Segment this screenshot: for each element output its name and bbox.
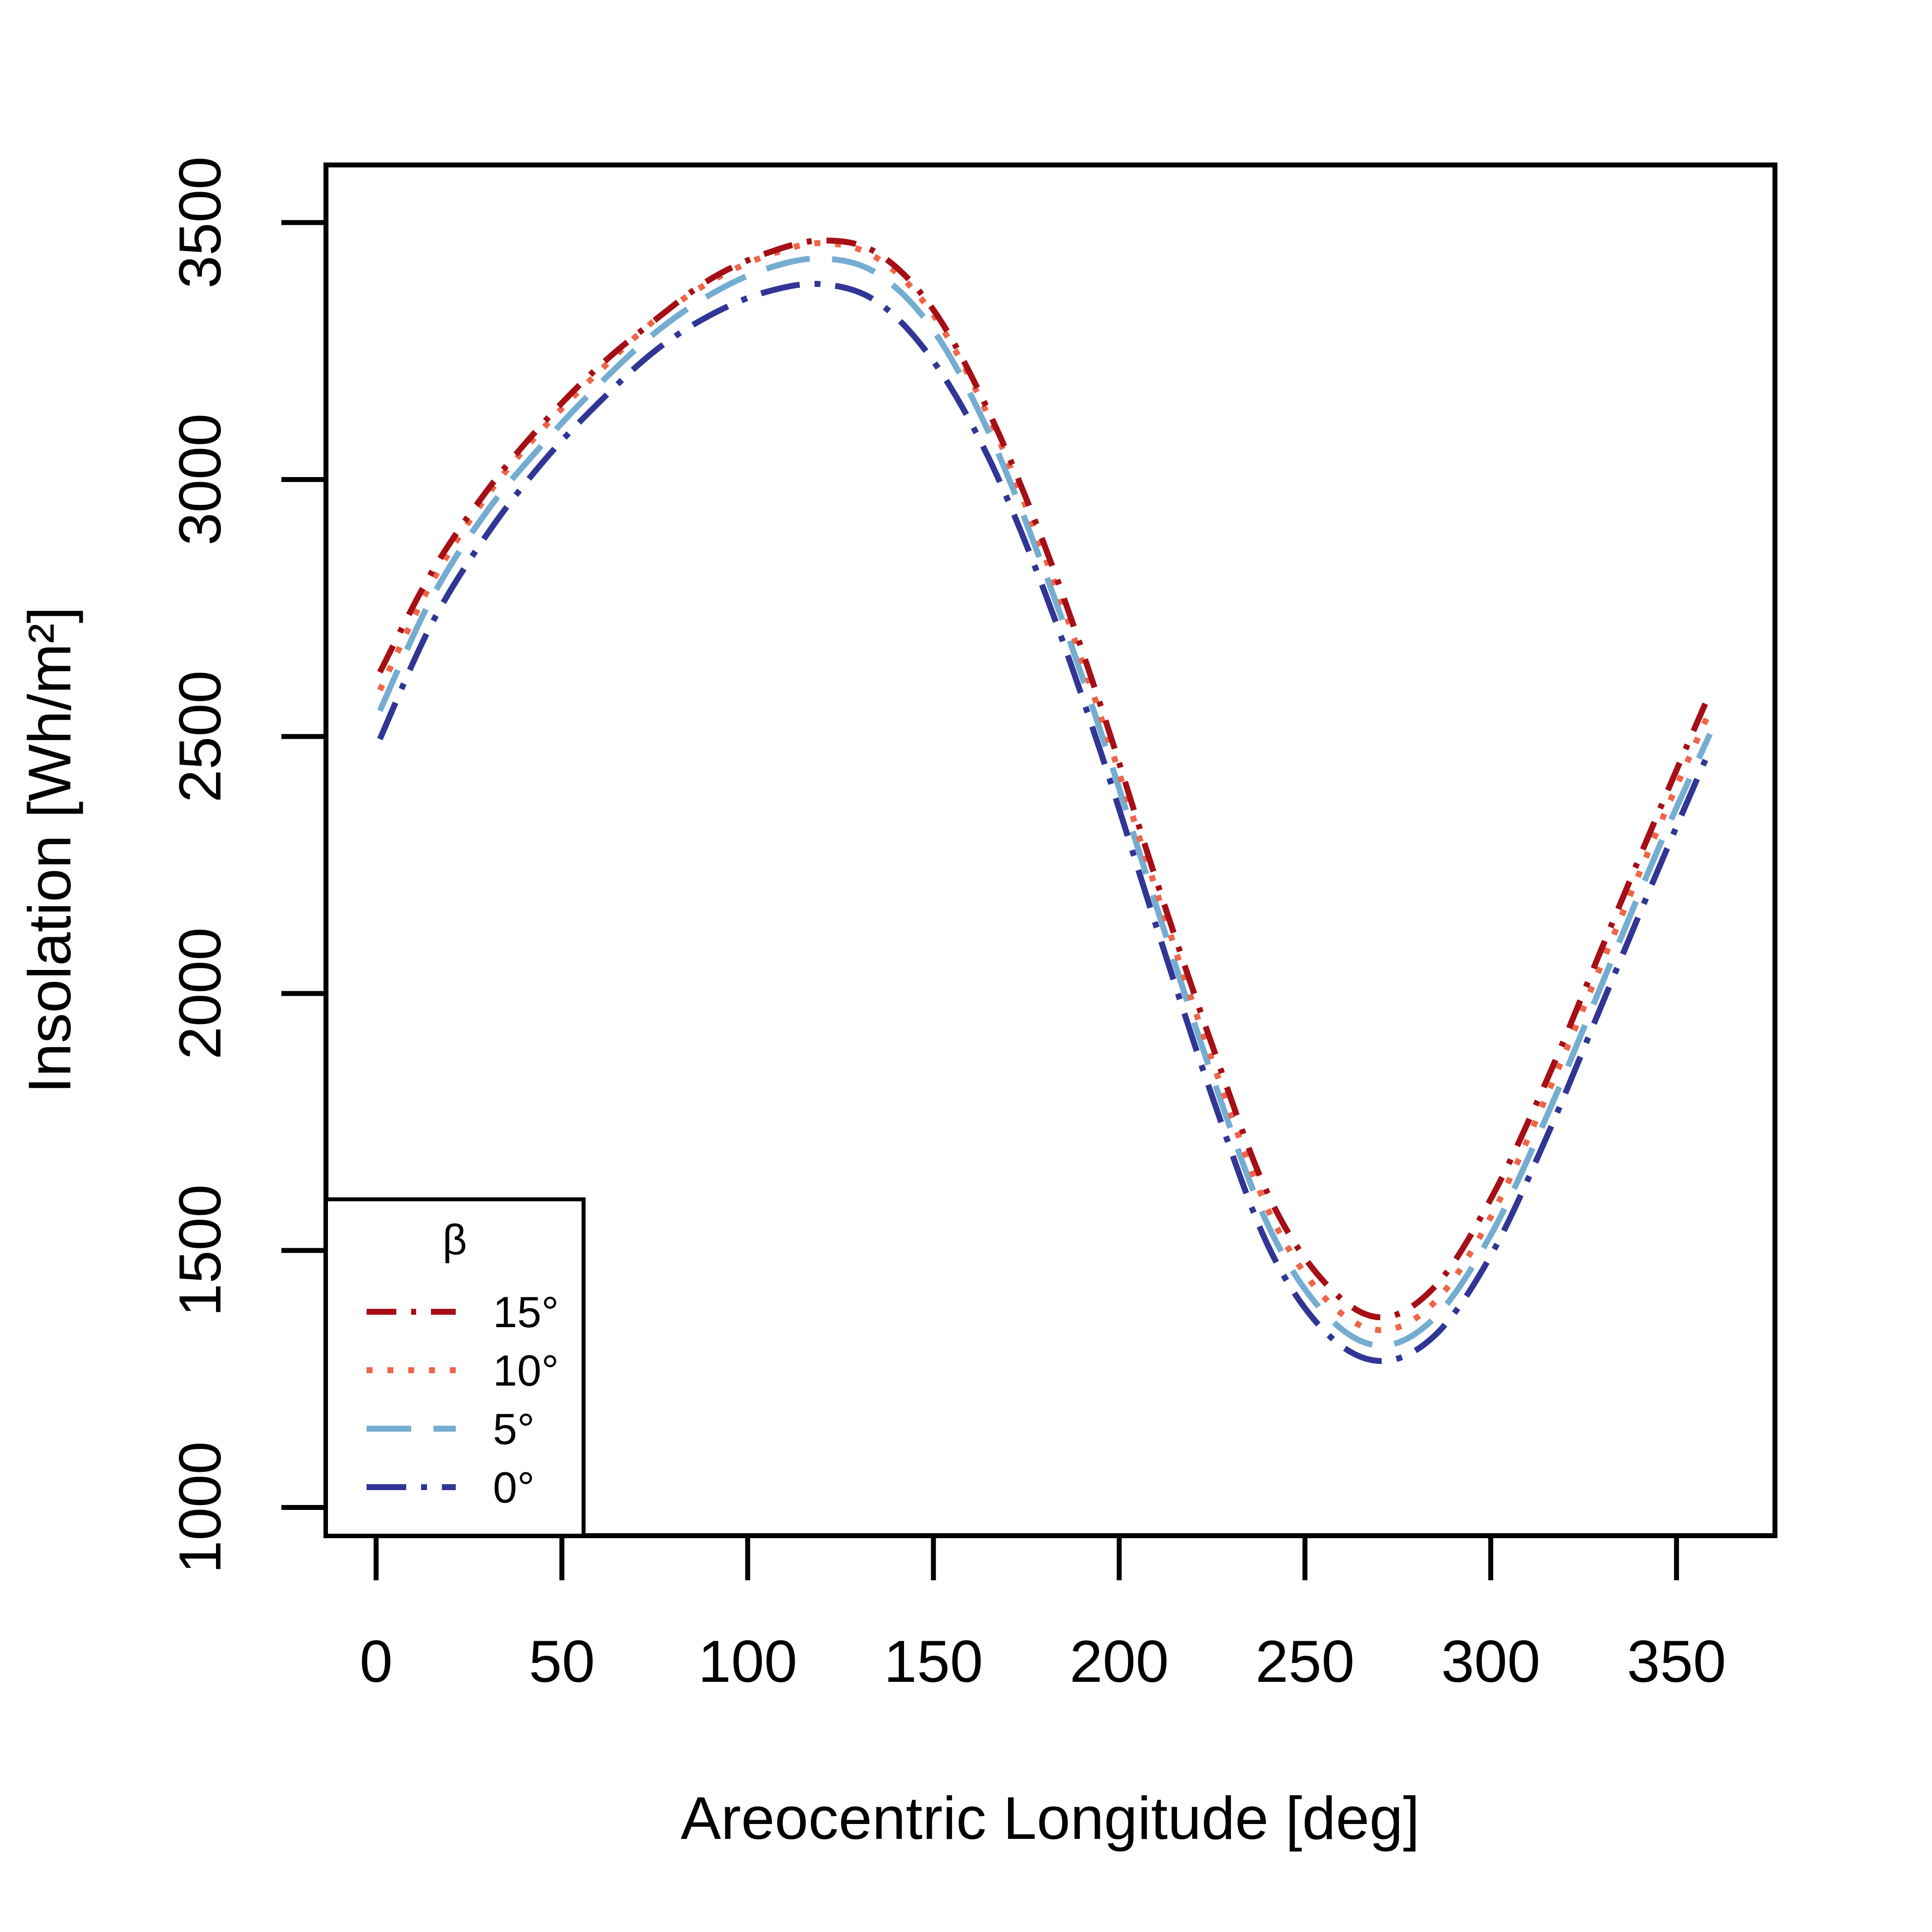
legend-label: 10° xyxy=(493,1346,559,1395)
y-tick-label: 1500 xyxy=(167,1184,233,1317)
y-tick-label: 3000 xyxy=(167,413,233,545)
series-line-10deg xyxy=(377,240,1713,1334)
x-axis-label: Areocentric Longitude [deg] xyxy=(681,1784,1420,1852)
y-tick-label: 3500 xyxy=(167,157,233,289)
series-line-5deg xyxy=(377,255,1713,1349)
legend-label: 0° xyxy=(493,1463,535,1512)
x-tick-label: 0 xyxy=(360,1628,393,1695)
y-tick-label: 1000 xyxy=(167,1441,233,1573)
y-axis: 1000 1500 2000 2500 3000 3500 xyxy=(167,157,328,1573)
x-tick-label: 300 xyxy=(1441,1628,1540,1695)
y-tick-label: 2500 xyxy=(167,670,233,803)
legend-label: 15° xyxy=(493,1288,559,1337)
legend-entries: 15° 10° 5° 0° xyxy=(367,1288,559,1512)
x-tick-label: 150 xyxy=(884,1628,983,1695)
y-tick-label: 2000 xyxy=(167,927,233,1060)
legend-title: β xyxy=(442,1216,467,1264)
x-tick-label: 250 xyxy=(1255,1628,1354,1695)
x-tick-label: 350 xyxy=(1627,1628,1726,1695)
legend-label: 5° xyxy=(493,1404,535,1453)
y-axis-label: Insolation [Wh/m²] xyxy=(16,606,83,1093)
x-tick-label: 200 xyxy=(1070,1628,1169,1695)
x-tick-label: 100 xyxy=(698,1628,797,1695)
legend: β 15° 10° 5° 0° xyxy=(324,1197,586,1538)
plot-area xyxy=(377,237,1713,1364)
x-axis: 0 50 100 150 200 250 300 350 xyxy=(360,1533,1726,1695)
x-tick-label: 50 xyxy=(529,1628,595,1695)
series-line-15deg xyxy=(377,237,1713,1321)
series-line-0deg xyxy=(377,280,1713,1364)
